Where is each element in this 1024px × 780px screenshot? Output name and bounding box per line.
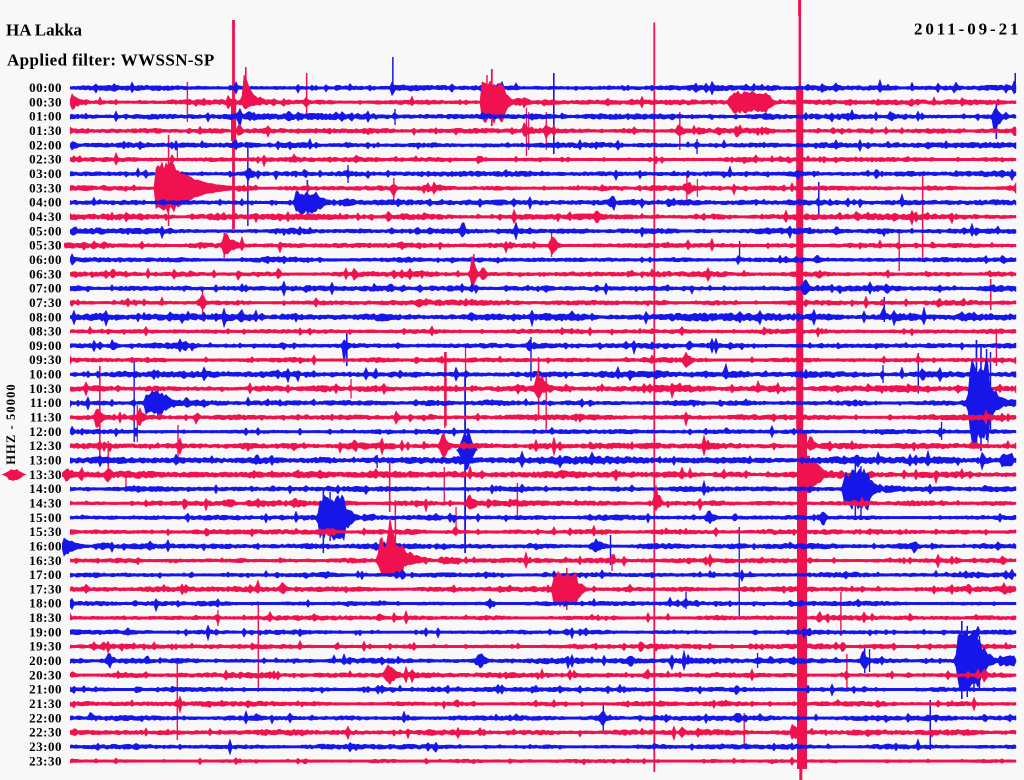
svg-text:13:30: 13:30 — [29, 467, 62, 482]
svg-text:17:30: 17:30 — [29, 581, 62, 596]
svg-text:07:00: 07:00 — [29, 281, 62, 296]
svg-text:04:30: 04:30 — [29, 209, 62, 224]
svg-text:18:30: 18:30 — [29, 610, 62, 625]
svg-text:15:00: 15:00 — [29, 510, 62, 525]
svg-text:07:30: 07:30 — [29, 295, 62, 310]
svg-text:00:00: 00:00 — [29, 80, 62, 95]
svg-text:01:30: 01:30 — [29, 123, 62, 138]
svg-text:19:00: 19:00 — [29, 624, 62, 639]
svg-text:17:00: 17:00 — [29, 567, 62, 582]
svg-text:23:00: 23:00 — [29, 739, 62, 754]
svg-text:19:30: 19:30 — [29, 639, 62, 654]
svg-text:16:00: 16:00 — [29, 538, 62, 553]
svg-text:02:00: 02:00 — [29, 137, 62, 152]
svg-text:11:30: 11:30 — [30, 410, 62, 425]
svg-text:04:00: 04:00 — [29, 195, 62, 210]
svg-text:10:00: 10:00 — [29, 367, 62, 382]
svg-text:05:30: 05:30 — [29, 238, 62, 253]
svg-text:12:30: 12:30 — [29, 438, 62, 453]
svg-text:21:00: 21:00 — [29, 682, 62, 697]
svg-text:Applied filter: WWSSN-SP: Applied filter: WWSSN-SP — [7, 50, 215, 69]
svg-text:HHZ - 50000: HHZ - 50000 — [4, 383, 18, 465]
svg-text:22:00: 22:00 — [29, 710, 62, 725]
svg-text:20:00: 20:00 — [29, 653, 62, 668]
svg-text:03:00: 03:00 — [29, 166, 62, 181]
svg-text:20:30: 20:30 — [29, 667, 62, 682]
svg-text:13:00: 13:00 — [29, 453, 62, 468]
svg-text:23:30: 23:30 — [29, 753, 62, 768]
svg-text:09:30: 09:30 — [29, 352, 62, 367]
svg-text:12:00: 12:00 — [29, 424, 62, 439]
svg-text:10:30: 10:30 — [29, 381, 62, 396]
svg-text:00:30: 00:30 — [29, 94, 62, 109]
svg-text:14:30: 14:30 — [29, 496, 62, 511]
svg-text:06:00: 06:00 — [29, 252, 62, 267]
svg-text:18:00: 18:00 — [29, 596, 62, 611]
svg-text:16:30: 16:30 — [29, 553, 62, 568]
svg-text:05:00: 05:00 — [29, 223, 62, 238]
svg-text:21:30: 21:30 — [29, 696, 62, 711]
svg-text:11:00: 11:00 — [30, 395, 62, 410]
svg-text:08:00: 08:00 — [29, 309, 62, 324]
svg-text:08:30: 08:30 — [29, 324, 62, 339]
svg-text:02:30: 02:30 — [29, 152, 62, 167]
svg-text:15:30: 15:30 — [29, 524, 62, 539]
svg-text:2011-09-21: 2011-09-21 — [914, 19, 1021, 38]
svg-text:14:00: 14:00 — [29, 481, 62, 496]
svg-text:06:30: 06:30 — [29, 266, 62, 281]
svg-text:HA Lakka: HA Lakka — [6, 20, 83, 39]
svg-text:22:30: 22:30 — [29, 725, 62, 740]
svg-text:03:30: 03:30 — [29, 180, 62, 195]
svg-text:01:00: 01:00 — [29, 109, 62, 124]
svg-text:09:00: 09:00 — [29, 338, 62, 353]
